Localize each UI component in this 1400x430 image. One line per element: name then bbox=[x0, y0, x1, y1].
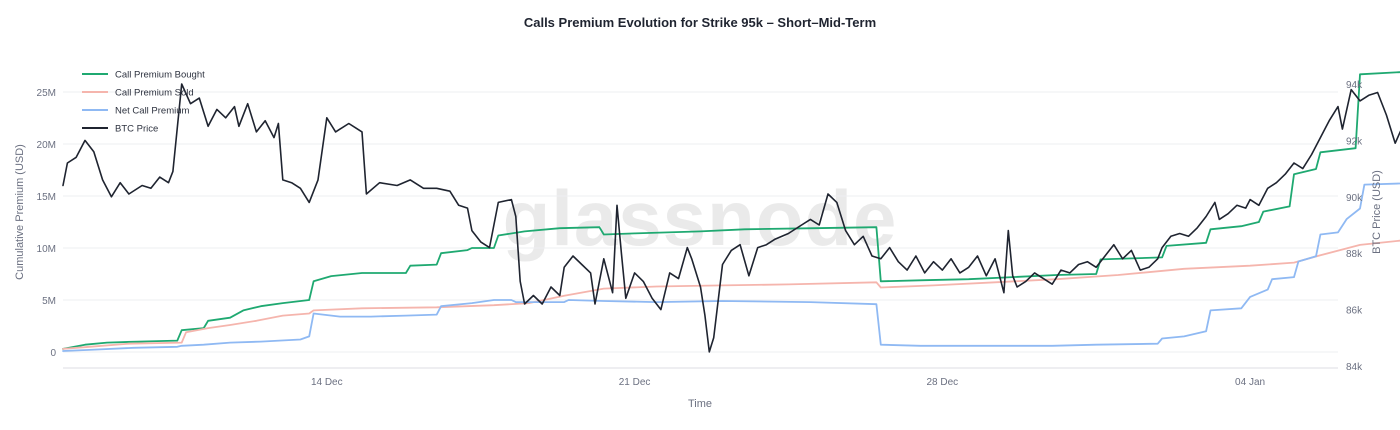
y-right-tick-label: 90k bbox=[1346, 193, 1363, 204]
y-left-tick-label: 25M bbox=[37, 88, 56, 99]
y-right-tick-label: 86k bbox=[1346, 306, 1363, 317]
y-right-tick-label: 84k bbox=[1346, 362, 1363, 373]
watermark-layer: glassnode bbox=[503, 174, 898, 262]
y-right-tick-label: 94k bbox=[1346, 80, 1363, 91]
x-tick-label: 28 Dec bbox=[926, 377, 958, 388]
y-left-axis-title: Cumulative Premium (USD) bbox=[14, 144, 26, 280]
grid-layer bbox=[63, 91, 1338, 353]
watermark: glassnode bbox=[503, 174, 898, 262]
y-left-tick-label: 20M bbox=[37, 140, 56, 151]
y-left-tick-label: 15M bbox=[37, 192, 56, 203]
x-tick-label: 14 Dec bbox=[311, 377, 343, 388]
legend-label: BTC Price bbox=[115, 124, 158, 135]
series-line-call-premium-sold bbox=[62, 239, 1400, 350]
y-left-tick-label: 0 bbox=[50, 348, 56, 359]
series-line-net-call-premium bbox=[62, 182, 1400, 352]
y-right-axis-title: BTC Price (USD) bbox=[1371, 170, 1383, 254]
axes-layer: 0 5M 10M 15M 20M 25M 84k 86k 88k 90k 92k 94k 14 Dec 2… bbox=[37, 80, 1364, 388]
series-line-btc-price bbox=[62, 83, 1400, 353]
legend-label: Call Premium Bought bbox=[115, 70, 205, 81]
series-line-call-premium-bought bbox=[62, 71, 1400, 350]
series-layer bbox=[62, 71, 1400, 353]
legend-label: Call Premium Sold bbox=[115, 88, 194, 99]
x-tick-label: 21 Dec bbox=[619, 377, 651, 388]
y-left-tick-label: 5M bbox=[42, 296, 56, 307]
x-axis-title: Time bbox=[688, 398, 712, 410]
chart-title: Calls Premium Evolution for Strike 95k –… bbox=[524, 15, 876, 30]
legend-label: Net Call Premium bbox=[115, 106, 190, 117]
y-right-tick-label: 92k bbox=[1346, 136, 1363, 147]
x-tick-label: 04 Jan bbox=[1235, 377, 1265, 388]
y-left-tick-label: 10M bbox=[37, 244, 56, 255]
legend: Call Premium Bought Call Premium Sold Net … bbox=[82, 70, 205, 135]
y-right-tick-label: 88k bbox=[1346, 249, 1363, 260]
